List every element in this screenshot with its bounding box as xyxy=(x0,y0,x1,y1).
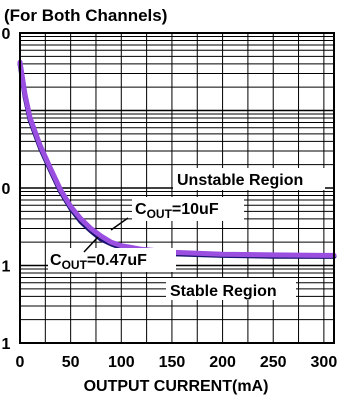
annotation-cout047: COUT=0.47uF xyxy=(50,252,147,272)
plot-border xyxy=(19,32,335,344)
y-tick-label: 0 xyxy=(2,26,11,43)
annotation-bg-unstable xyxy=(173,168,325,190)
cout10-leader xyxy=(110,217,129,231)
annotation-unstable: Unstable Region xyxy=(177,172,303,189)
x-tick-label: 100 xyxy=(108,354,135,371)
x-axis-label: OUTPUT CURRENT(mA) xyxy=(83,378,269,395)
series-line-cout-0-47uf xyxy=(17,59,337,258)
cout10-sub: OUT xyxy=(147,207,173,221)
annotation-bg-cout047 xyxy=(48,248,176,272)
cout10-rest: =10uF xyxy=(172,201,219,218)
cout047-rest: =0.47uF xyxy=(87,252,147,269)
x-tick-label: 250 xyxy=(260,354,287,371)
y-tick-label: 1 xyxy=(2,259,11,276)
annotation-bg-stable xyxy=(166,278,296,300)
x-tick-label: 0 xyxy=(16,354,25,371)
x-tick-label: 50 xyxy=(62,354,80,371)
cout047-sub: OUT xyxy=(62,258,88,272)
cout047-leader xyxy=(83,236,99,253)
x-tick-label: 200 xyxy=(209,354,236,371)
annotation-bg-cout10 xyxy=(132,197,244,221)
annotation-cout10: COUT=10uF xyxy=(135,201,219,221)
x-tick-label: 150 xyxy=(159,354,186,371)
cout047-c: C xyxy=(50,252,62,269)
y-tick-label: 0 xyxy=(2,181,11,198)
series-layer xyxy=(17,59,337,259)
chart-title: (For Both Channels) xyxy=(4,6,168,25)
cout10-c: C xyxy=(135,201,147,218)
x-tick-label: 300 xyxy=(311,354,338,371)
series-line-cout-10uf xyxy=(17,61,337,259)
y-tick-label: 1 xyxy=(2,336,11,353)
annotation-stable: Stable Region xyxy=(170,283,277,300)
